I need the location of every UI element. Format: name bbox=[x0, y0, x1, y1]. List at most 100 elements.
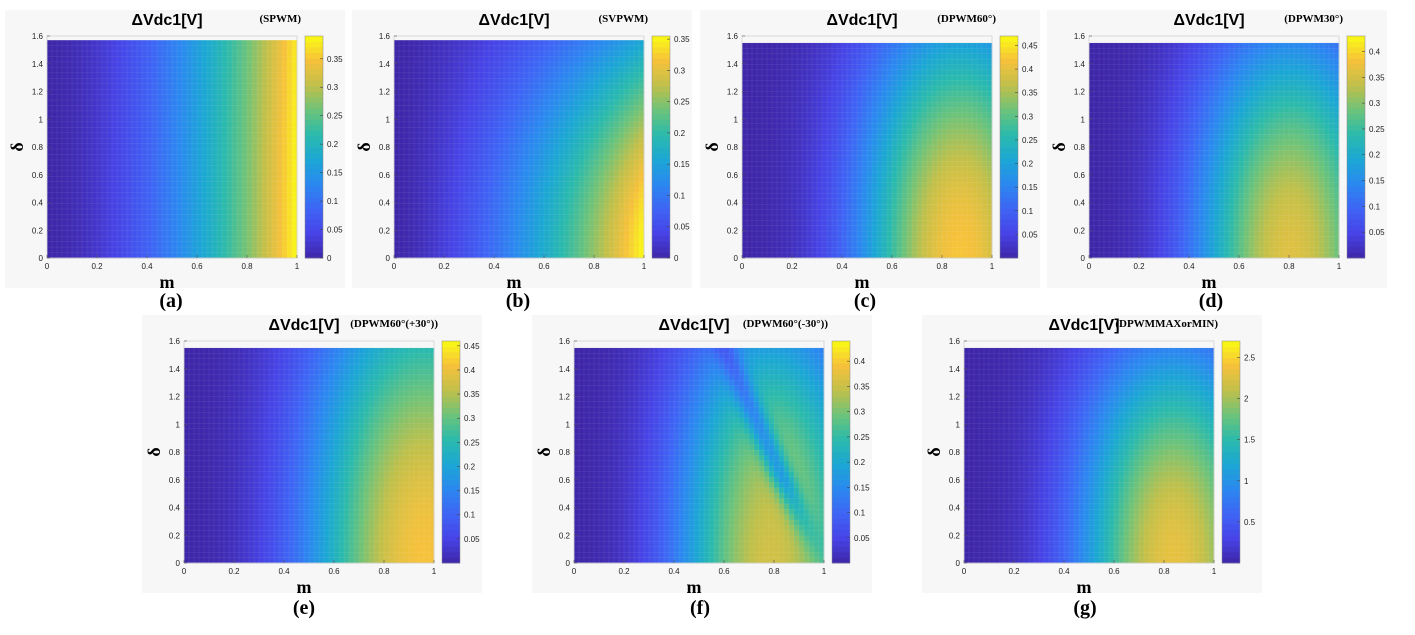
heatmap-cell bbox=[817, 102, 823, 108]
heatmap-cell bbox=[147, 78, 153, 85]
heatmap-cell bbox=[242, 51, 248, 57]
heatmap-cell bbox=[197, 154, 203, 161]
heatmap-cell bbox=[812, 231, 818, 237]
heatmap-cell bbox=[757, 171, 763, 178]
heatmap-cell bbox=[752, 166, 758, 173]
heatmap-cell bbox=[142, 83, 148, 90]
heatmap-cell bbox=[489, 192, 495, 199]
heatmap-cell bbox=[807, 69, 813, 76]
heatmap-cell bbox=[52, 61, 58, 68]
heatmap-cell bbox=[147, 176, 153, 183]
heatmap-cell bbox=[177, 252, 183, 259]
heatmap-cell bbox=[797, 214, 803, 221]
heatmap-cell bbox=[52, 72, 58, 79]
heatmap-cell bbox=[747, 42, 753, 49]
heatmap-cell bbox=[414, 159, 420, 166]
heatmap-cell bbox=[609, 208, 615, 215]
heatmap-cell bbox=[639, 208, 645, 215]
heatmap-cell bbox=[172, 45, 178, 52]
heatmap-cell bbox=[614, 241, 620, 248]
heatmap-cell bbox=[237, 67, 243, 74]
heatmap-cell bbox=[549, 127, 555, 134]
heatmap-cell bbox=[127, 56, 133, 63]
heatmap-cell bbox=[569, 78, 575, 85]
heatmap-cell bbox=[624, 225, 630, 232]
heatmap-cell bbox=[82, 181, 88, 188]
heatmap-cell bbox=[584, 219, 590, 226]
heatmap-cell bbox=[544, 94, 550, 101]
heatmap-cell bbox=[77, 230, 83, 237]
heatmap-cell bbox=[152, 203, 158, 210]
heatmap-cell bbox=[544, 45, 550, 52]
heatmap-cell bbox=[782, 177, 788, 184]
heatmap-cell bbox=[469, 176, 475, 183]
colorbar-segment bbox=[305, 119, 323, 126]
heatmap-cell bbox=[514, 214, 520, 221]
heatmap-cell bbox=[579, 89, 585, 96]
heatmap-cell bbox=[157, 225, 163, 232]
heatmap-cell bbox=[629, 187, 635, 194]
heatmap-cell bbox=[57, 100, 63, 106]
heatmap-cell bbox=[137, 252, 143, 259]
heatmap-cell bbox=[132, 132, 138, 139]
heatmap-cell bbox=[92, 241, 98, 248]
heatmap-cell bbox=[544, 247, 550, 253]
heatmap-cell bbox=[147, 181, 153, 188]
heatmap-cell bbox=[97, 149, 103, 155]
heatmap-cell bbox=[197, 241, 203, 248]
heatmap-cell bbox=[782, 64, 788, 71]
heatmap-cell bbox=[792, 59, 798, 65]
heatmap-cell bbox=[192, 149, 198, 155]
heatmap-cell bbox=[529, 214, 535, 221]
heatmap-cell bbox=[634, 181, 640, 188]
heatmap-cell bbox=[444, 214, 450, 221]
heatmap-cell bbox=[629, 121, 635, 128]
heatmap-cell bbox=[494, 187, 500, 194]
heatmap-cell bbox=[102, 181, 108, 188]
heatmap-cell bbox=[474, 208, 480, 215]
heatmap-cell bbox=[262, 138, 268, 145]
heatmap-cell bbox=[757, 252, 763, 259]
heatmap-cell bbox=[167, 83, 173, 90]
heatmap-cell bbox=[469, 170, 475, 177]
heatmap-cell bbox=[802, 53, 808, 60]
heatmap-cell bbox=[634, 154, 640, 161]
heatmap-cell bbox=[782, 102, 788, 108]
heatmap-cell bbox=[797, 64, 803, 71]
heatmap-cell bbox=[82, 214, 88, 221]
heatmap-cell bbox=[634, 247, 640, 253]
heatmap-cell bbox=[747, 53, 753, 60]
heatmap-cell bbox=[232, 219, 238, 226]
heatmap-cell bbox=[77, 56, 83, 63]
heatmap-cell bbox=[167, 94, 173, 101]
heatmap-cell bbox=[762, 69, 768, 76]
heatmap-cell bbox=[629, 94, 635, 101]
heatmap-cell bbox=[444, 187, 450, 194]
heatmap-cell bbox=[122, 225, 128, 232]
heatmap-cell bbox=[82, 100, 88, 106]
heatmap-cell bbox=[87, 127, 93, 134]
heatmap-cell bbox=[439, 105, 445, 112]
heatmap-cell bbox=[589, 181, 595, 188]
heatmap-cell bbox=[802, 107, 808, 114]
heatmap-cell bbox=[559, 192, 565, 199]
heatmap-cell bbox=[429, 132, 435, 139]
heatmap-cell bbox=[609, 181, 615, 188]
heatmap-cell bbox=[574, 116, 580, 123]
heatmap-cell bbox=[132, 236, 138, 243]
heatmap-cell bbox=[594, 192, 600, 199]
heatmap-cell bbox=[509, 110, 515, 117]
heatmap-cell bbox=[529, 143, 535, 150]
heatmap-cell bbox=[272, 132, 278, 139]
heatmap-cell bbox=[634, 198, 640, 204]
heatmap-cell bbox=[117, 110, 123, 117]
heatmap-cell bbox=[519, 61, 525, 68]
heatmap-cell bbox=[609, 40, 615, 47]
heatmap-cell bbox=[177, 219, 183, 226]
heatmap-cell bbox=[529, 89, 535, 96]
heatmap-cell bbox=[619, 230, 625, 237]
heatmap-cell bbox=[762, 112, 768, 119]
colorbar-segment bbox=[305, 91, 323, 98]
heatmap-cell bbox=[404, 127, 410, 134]
heatmap-cell bbox=[534, 219, 540, 226]
